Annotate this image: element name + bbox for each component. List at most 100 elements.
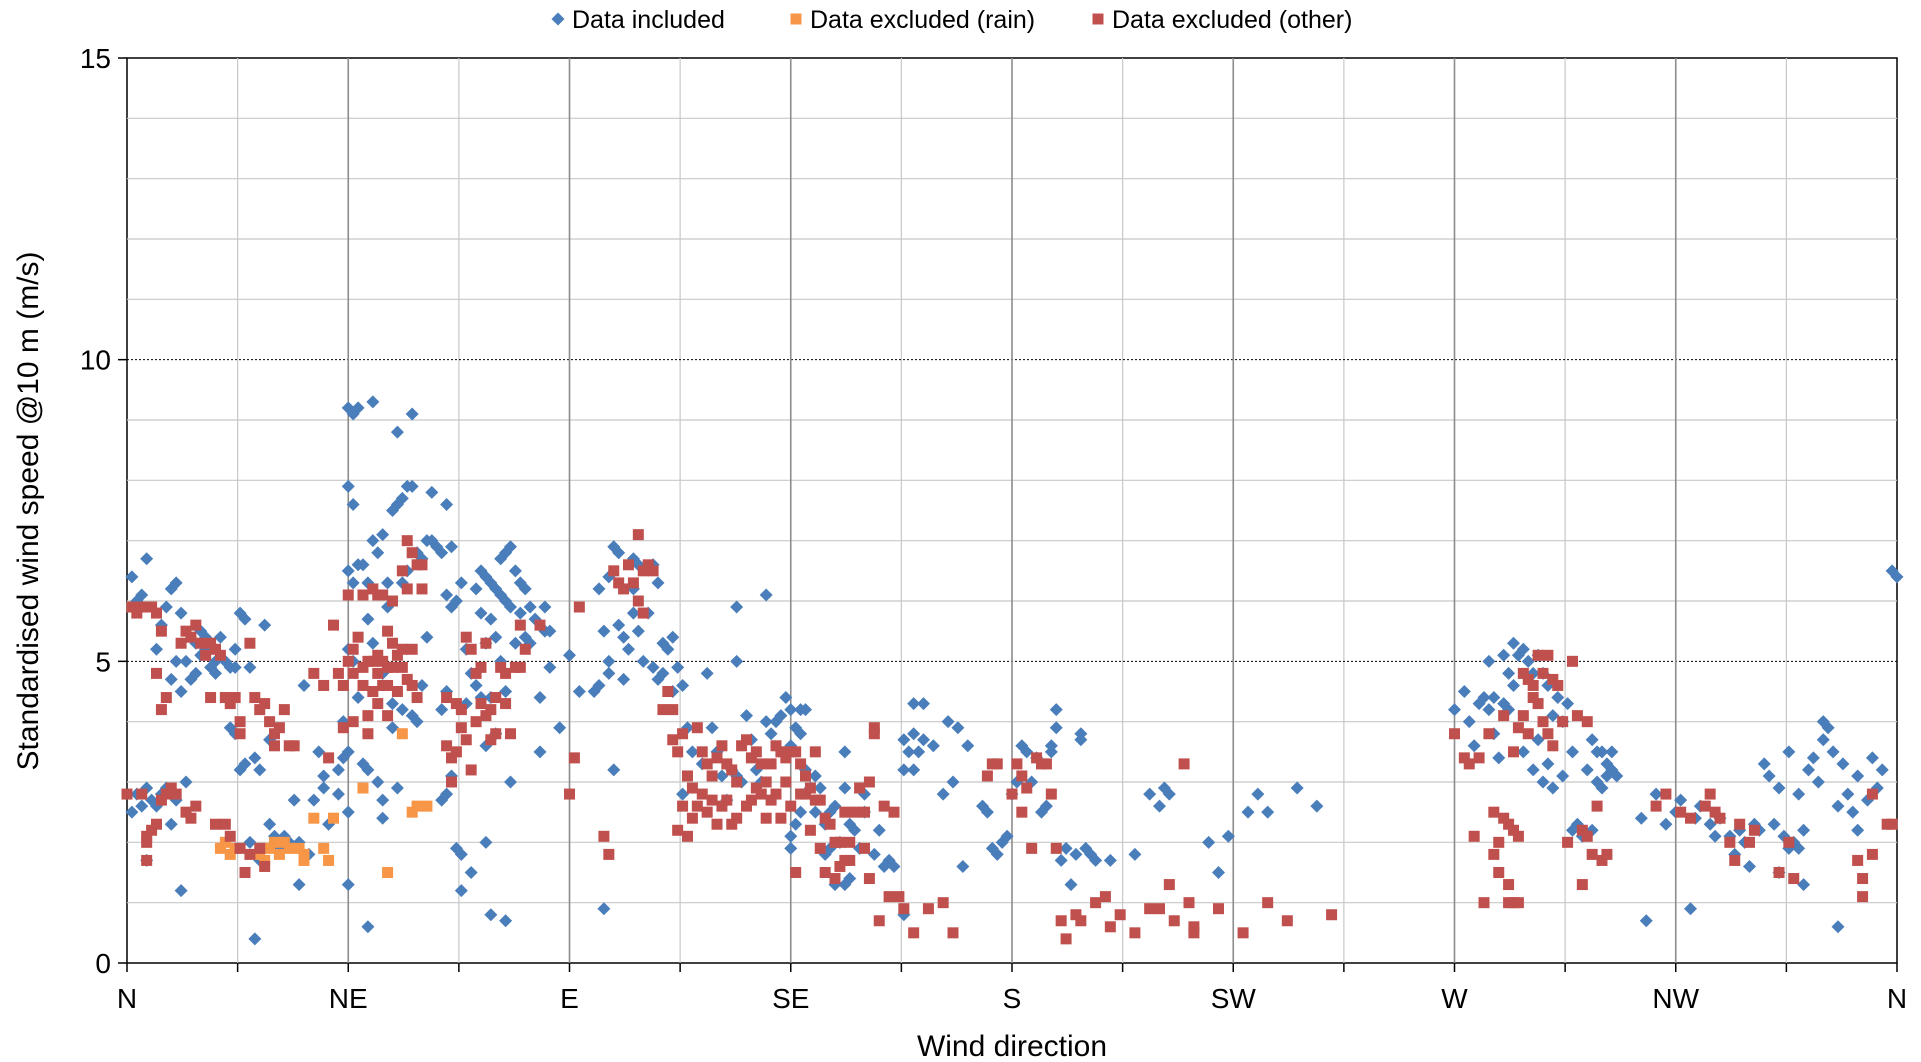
point-included xyxy=(617,672,631,686)
point-included xyxy=(1310,799,1324,813)
point-included xyxy=(238,612,252,626)
point-excluded-rain xyxy=(219,836,231,848)
point-included xyxy=(592,582,606,596)
x-axis-title: Wind direction xyxy=(917,1030,1107,1062)
point-excluded-other xyxy=(1547,740,1559,752)
point-excluded-other xyxy=(1183,897,1195,909)
point-included xyxy=(951,721,965,735)
point-included xyxy=(125,805,139,819)
point-excluded-other xyxy=(1468,830,1480,842)
point-included xyxy=(538,600,552,614)
point-included xyxy=(636,654,650,668)
point-excluded-other xyxy=(770,788,782,800)
point-excluded-other xyxy=(1522,728,1534,740)
point-excluded-other xyxy=(160,692,172,704)
point-included xyxy=(1015,739,1029,753)
point-included xyxy=(164,672,178,686)
point-excluded-other xyxy=(387,595,398,607)
point-excluded-other xyxy=(210,643,221,655)
point-excluded-other xyxy=(672,824,684,836)
point-excluded-other xyxy=(672,746,684,758)
point-excluded-other xyxy=(863,873,875,885)
point-excluded-rain xyxy=(273,848,285,860)
point-excluded-other xyxy=(254,842,266,854)
point-included xyxy=(386,697,399,711)
point-excluded-other xyxy=(1011,758,1023,770)
point-included xyxy=(1531,733,1545,747)
point-excluded-rain xyxy=(323,854,335,866)
point-excluded-other xyxy=(706,770,718,782)
point-included xyxy=(1069,847,1083,861)
point-included xyxy=(228,642,242,656)
point-excluded-other xyxy=(185,631,197,643)
point-excluded-other xyxy=(377,589,389,601)
point-excluded-other xyxy=(696,746,708,758)
point-included xyxy=(1846,805,1860,819)
point-excluded-other xyxy=(490,728,502,740)
point-included xyxy=(297,678,311,692)
point-excluded-other xyxy=(259,860,271,872)
point-excluded-other xyxy=(450,698,462,710)
point-excluded-other xyxy=(155,704,167,716)
point-included xyxy=(1546,781,1560,795)
point-excluded-other xyxy=(1503,879,1515,891)
legend-marker-rain xyxy=(790,13,802,25)
point-included xyxy=(1831,799,1845,813)
point-excluded-rain xyxy=(298,854,310,866)
point-excluded-other xyxy=(1188,927,1200,939)
point-excluded-other xyxy=(170,788,182,800)
legend-label: Data included xyxy=(572,6,725,34)
point-included xyxy=(292,878,306,892)
point-included xyxy=(243,660,257,674)
point-excluded-other xyxy=(863,776,875,788)
point-excluded-other xyxy=(210,818,221,830)
point-included xyxy=(395,703,409,717)
point-excluded-other xyxy=(1016,806,1028,818)
point-excluded-other xyxy=(460,631,472,643)
point-included xyxy=(1757,757,1771,771)
point-excluded-other xyxy=(731,776,743,788)
point-included xyxy=(666,630,680,644)
point-included xyxy=(135,799,149,813)
point-included xyxy=(1521,654,1535,668)
point-excluded-other xyxy=(485,704,497,716)
point-excluded-other xyxy=(1026,842,1038,854)
point-included xyxy=(371,775,385,789)
point-excluded-other xyxy=(849,806,861,818)
point-excluded-other xyxy=(219,818,231,830)
point-excluded-other xyxy=(1493,867,1505,878)
point-included xyxy=(794,727,808,741)
point-excluded-other xyxy=(450,746,462,758)
point-excluded-other xyxy=(1237,927,1249,939)
point-included xyxy=(656,666,670,680)
point-excluded-other xyxy=(741,734,752,746)
point-excluded-other xyxy=(126,601,138,613)
point-included xyxy=(838,781,852,795)
point-included xyxy=(799,703,812,717)
point-excluded-other xyxy=(701,806,713,818)
point-excluded-other xyxy=(1852,854,1864,866)
point-excluded-other xyxy=(146,824,158,836)
point-included xyxy=(484,612,498,626)
point-excluded-other xyxy=(775,812,787,824)
point-excluded-other xyxy=(1045,788,1057,800)
point-excluded-other xyxy=(141,836,153,848)
point-excluded-other xyxy=(1773,867,1785,878)
point-included xyxy=(174,606,188,620)
point-excluded-rain xyxy=(357,782,369,794)
data-points xyxy=(121,395,1904,946)
point-excluded-other xyxy=(667,734,679,746)
point-excluded-other xyxy=(790,746,802,758)
point-excluded-other xyxy=(519,643,531,655)
point-excluded-other xyxy=(1581,830,1593,842)
point-included xyxy=(1049,703,1063,717)
point-excluded-other xyxy=(200,649,212,661)
point-included xyxy=(602,666,616,680)
point-excluded-other xyxy=(470,667,482,679)
point-included xyxy=(1595,745,1609,759)
point-included xyxy=(592,678,606,692)
point-excluded-other xyxy=(691,800,703,812)
point-excluded-other xyxy=(1660,788,1672,800)
point-excluded-other xyxy=(190,800,202,812)
point-excluded-other xyxy=(873,915,885,927)
